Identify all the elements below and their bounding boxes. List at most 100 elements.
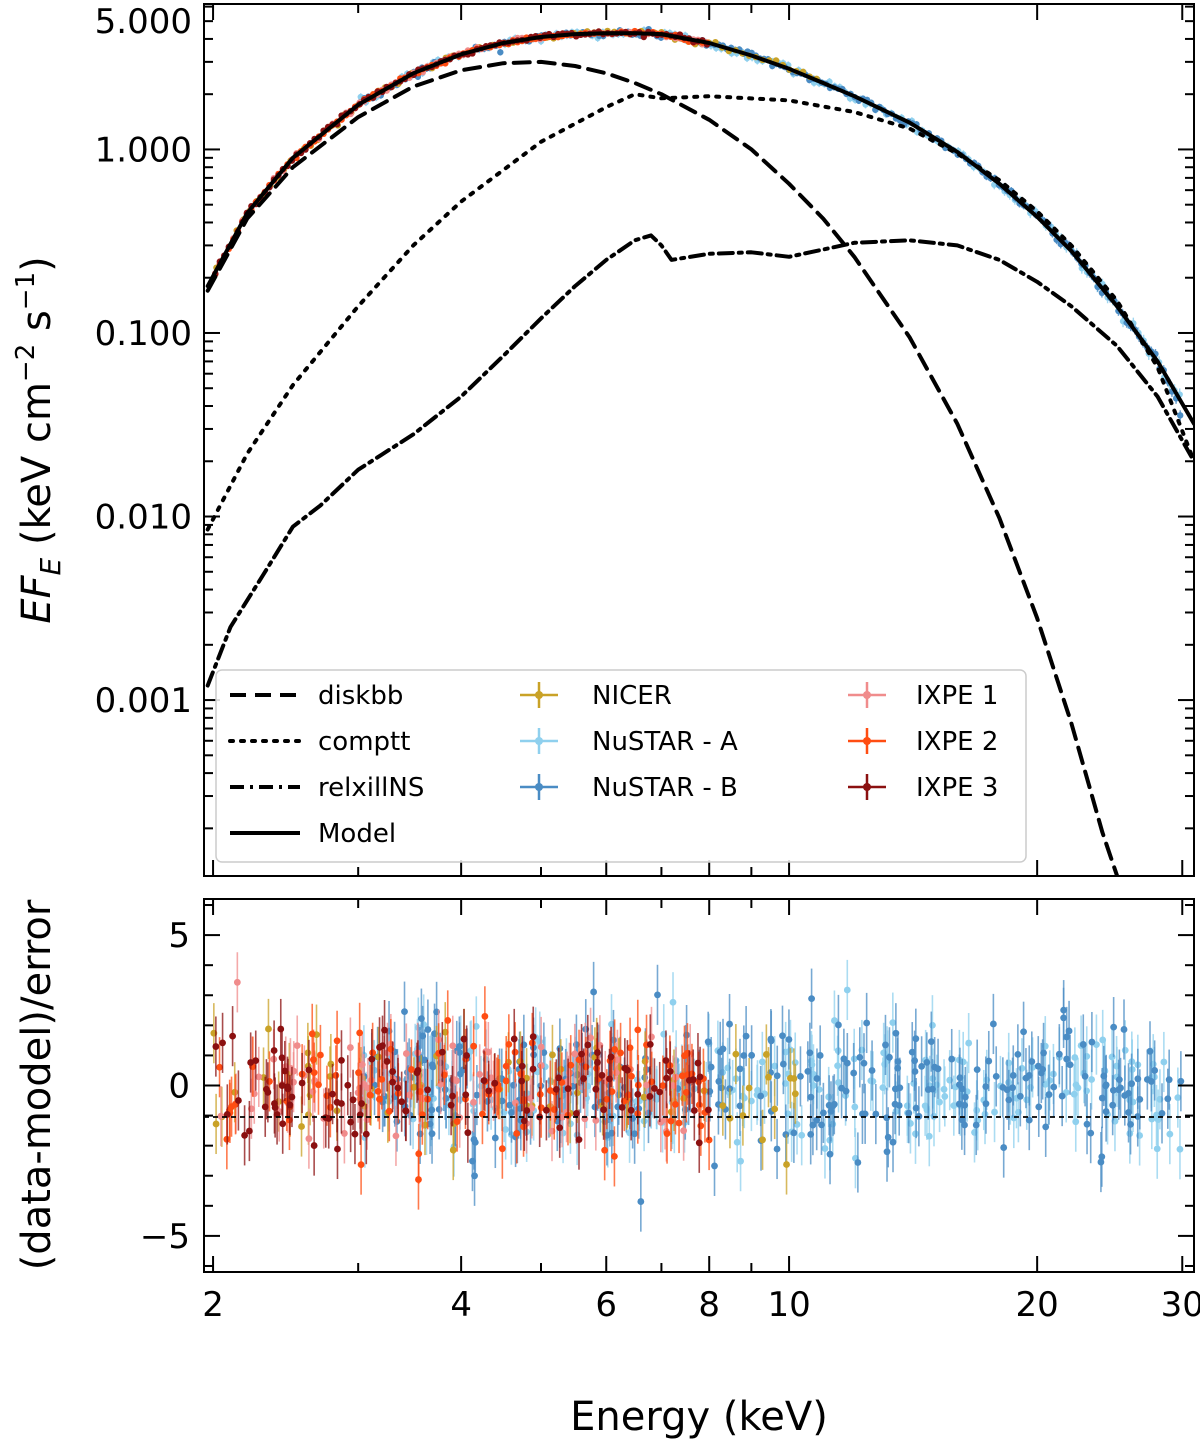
residual-point xyxy=(757,1092,765,1100)
residual-point xyxy=(657,1118,665,1126)
residual-point xyxy=(736,1102,744,1110)
residual-point xyxy=(1009,1084,1016,1092)
residual-point xyxy=(819,1109,827,1117)
residual-point xyxy=(705,1106,712,1114)
residual-point xyxy=(973,1066,981,1074)
residual-point xyxy=(879,1084,887,1092)
residual-point xyxy=(378,1075,386,1083)
residual-point xyxy=(1117,1084,1124,1092)
spectrum-data-points xyxy=(212,25,1184,421)
residual-point xyxy=(742,1032,750,1040)
x-tick-label: 30 xyxy=(1161,1285,1200,1325)
residual-point xyxy=(481,1012,489,1020)
residuals-y-axis-label: (data-model)/error xyxy=(14,899,60,1270)
residual-point xyxy=(261,1103,269,1111)
spectrum-legend: diskbb comptt relxillNS Model NICER NuST… xyxy=(215,669,1027,863)
residual-point xyxy=(511,1099,519,1107)
residual-point xyxy=(972,1121,980,1129)
residual-point xyxy=(1110,1023,1118,1031)
residual-point xyxy=(791,1090,799,1098)
residual-point xyxy=(351,1130,359,1138)
residual-point xyxy=(1121,1046,1129,1054)
residual-point xyxy=(428,1061,436,1069)
residual-point xyxy=(1102,1108,1110,1115)
residual-point xyxy=(1074,1084,1082,1092)
residual-series-ixpe-3 xyxy=(212,998,712,1180)
residual-point xyxy=(552,1085,560,1093)
legend-ixpe2-label: IXPE 2 xyxy=(916,727,998,757)
residual-point xyxy=(333,1037,341,1045)
residual-point xyxy=(921,1102,929,1110)
residual-point xyxy=(863,1019,871,1027)
residual-point xyxy=(502,1077,510,1085)
residual-point xyxy=(648,1033,655,1041)
residual-point xyxy=(505,1040,513,1048)
residual-point xyxy=(1158,1109,1166,1117)
y-tick-label: 5 xyxy=(168,916,190,956)
residuals-x-ticks: 2 4 6 8 10 20 30 xyxy=(202,899,1200,1325)
residuals-panel: −5 0 5 2 4 6 8 10 20 30 (data-model)/error Energ… xyxy=(14,898,1200,1440)
residual-point xyxy=(590,988,598,996)
residual-point xyxy=(510,1035,518,1043)
residual-point xyxy=(754,1086,761,1094)
residual-point xyxy=(726,1020,733,1028)
residual-point xyxy=(542,1106,550,1114)
residual-point xyxy=(705,1136,713,1144)
residual-point xyxy=(375,1053,382,1061)
residual-point xyxy=(523,1107,531,1114)
residual-point xyxy=(358,1100,365,1107)
residual-point xyxy=(631,1130,639,1138)
residual-point xyxy=(1072,1118,1080,1126)
residual-point xyxy=(279,1120,287,1128)
residual-point xyxy=(882,1041,889,1049)
spectrum-model-curves xyxy=(205,31,1194,876)
residual-point xyxy=(518,1077,526,1085)
residual-point xyxy=(808,995,815,1003)
residual-point xyxy=(598,1071,606,1079)
residual-point xyxy=(883,1114,891,1122)
residual-point xyxy=(773,1145,781,1153)
residual-point xyxy=(315,1081,322,1089)
residual-point xyxy=(675,1119,683,1127)
residual-point xyxy=(662,1057,670,1064)
residual-point xyxy=(614,1056,621,1064)
residual-point xyxy=(573,1110,580,1117)
residual-point xyxy=(736,1065,744,1073)
residual-point xyxy=(556,1124,564,1132)
residual-point xyxy=(308,1030,316,1038)
residual-point xyxy=(621,1064,629,1072)
residual-point xyxy=(950,1102,958,1110)
residual-point xyxy=(1087,1129,1095,1137)
residual-point xyxy=(821,1145,829,1152)
legend-relxillns-label: relxillNS xyxy=(318,773,424,803)
residual-point xyxy=(646,1093,654,1100)
residual-point xyxy=(277,1025,285,1033)
residual-point xyxy=(667,1117,675,1125)
residual-point xyxy=(449,1092,456,1100)
residual-point xyxy=(771,1105,779,1113)
y-tick-label: 5.000 xyxy=(95,2,192,42)
residual-point xyxy=(402,1050,410,1057)
residual-point xyxy=(790,1129,798,1137)
residual-point xyxy=(438,1048,446,1056)
residual-point xyxy=(637,1198,645,1205)
residual-point xyxy=(456,1070,464,1078)
residual-point xyxy=(310,1142,318,1149)
residual-point xyxy=(471,1138,479,1146)
y-tick-label: 0.010 xyxy=(95,498,192,538)
residual-point xyxy=(985,1057,993,1065)
residual-point xyxy=(1147,1078,1155,1085)
residual-point xyxy=(745,1084,753,1092)
residual-point xyxy=(575,1056,583,1064)
residual-point xyxy=(362,1130,370,1138)
residual-point xyxy=(520,1117,528,1125)
residual-point xyxy=(571,1050,579,1058)
residual-point xyxy=(369,1049,377,1057)
residual-point xyxy=(965,1039,973,1047)
residual-point xyxy=(298,1079,306,1087)
residual-point xyxy=(1000,1144,1008,1151)
residual-point xyxy=(813,1116,821,1124)
residual-point xyxy=(982,1083,990,1090)
residual-point xyxy=(281,1067,289,1075)
residual-point xyxy=(835,1079,842,1086)
